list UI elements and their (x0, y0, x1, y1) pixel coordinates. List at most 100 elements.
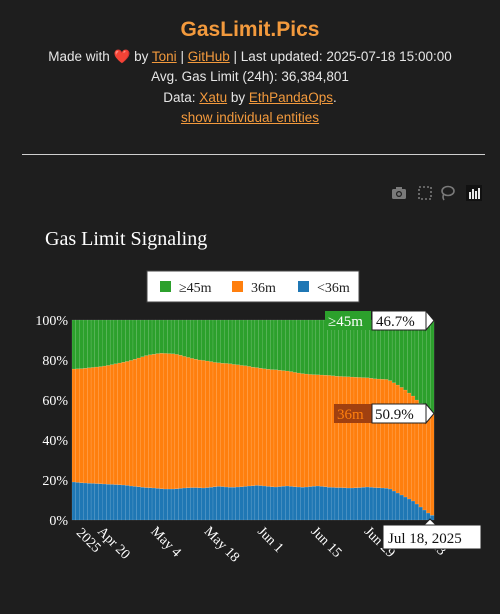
bar-segment[interactable] (247, 319, 252, 367)
bar-segment[interactable] (235, 486, 240, 521)
bar-segment[interactable] (151, 487, 157, 521)
bar-segment[interactable] (292, 319, 298, 373)
bar-segment[interactable] (277, 370, 282, 487)
bar-segment[interactable] (216, 486, 221, 521)
bar-segment[interactable] (144, 487, 149, 521)
bar-segment[interactable] (342, 376, 347, 488)
bar-segment[interactable] (296, 372, 301, 488)
bar-segment[interactable] (151, 354, 157, 489)
bar-segment[interactable] (426, 410, 431, 514)
bar-segment[interactable] (296, 486, 301, 521)
bar-segment[interactable] (113, 319, 118, 364)
bar-segment[interactable] (94, 366, 99, 484)
bar-segment[interactable] (254, 319, 259, 368)
bar-segment[interactable] (94, 319, 99, 368)
bar-segment[interactable] (83, 482, 88, 521)
bar-segment[interactable] (220, 363, 225, 487)
bar-segment[interactable] (83, 319, 88, 369)
xatu-link[interactable]: Xatu (199, 90, 228, 105)
bar-segment[interactable] (182, 356, 187, 489)
bar-segment[interactable] (98, 366, 103, 484)
bar-segment[interactable] (365, 377, 370, 488)
bar-segment[interactable] (216, 362, 221, 487)
bar-segment[interactable] (315, 485, 320, 521)
bar-segment[interactable] (186, 487, 191, 521)
bar-segment[interactable] (71, 481, 77, 521)
bar-segment[interactable] (296, 319, 301, 374)
bar-segment[interactable] (388, 488, 393, 521)
bar-segment[interactable] (300, 487, 305, 521)
bar-segment[interactable] (87, 483, 92, 521)
bar-segment[interactable] (178, 355, 183, 489)
box-select-icon[interactable] (416, 184, 434, 202)
bar-segment[interactable] (125, 319, 130, 362)
bar-segment[interactable] (418, 506, 423, 521)
bar-segment[interactable] (121, 484, 126, 521)
bar-segment[interactable] (308, 319, 313, 375)
bar-segment[interactable] (323, 486, 328, 521)
bar-segment[interactable] (228, 363, 233, 488)
bar-segment[interactable] (205, 360, 210, 488)
bar-segment[interactable] (231, 364, 237, 488)
bar-segment[interactable] (182, 319, 187, 357)
bar-segment[interactable] (311, 319, 317, 375)
bar-segment[interactable] (231, 487, 237, 521)
bar-segment[interactable] (235, 319, 240, 365)
bar-segment[interactable] (144, 355, 149, 488)
bar-segment[interactable] (410, 500, 416, 521)
bar-segment[interactable] (418, 319, 423, 404)
bar-segment[interactable] (125, 361, 130, 486)
bar-segment[interactable] (353, 377, 358, 488)
bar-segment[interactable] (391, 490, 397, 521)
bar-segment[interactable] (285, 319, 290, 372)
bar-segment[interactable] (106, 484, 111, 521)
bar-segment[interactable] (266, 486, 271, 521)
bar-segment[interactable] (300, 373, 305, 488)
bar-segment[interactable] (346, 487, 351, 521)
bar-segment[interactable] (254, 485, 259, 521)
bar-segment[interactable] (262, 319, 267, 369)
bar-segment[interactable] (117, 319, 122, 364)
bar-segment[interactable] (121, 362, 126, 486)
bar-segment[interactable] (75, 482, 80, 521)
bar-segment[interactable] (155, 353, 160, 489)
bar-segment[interactable] (289, 371, 294, 487)
legend-swatch[interactable] (298, 281, 309, 292)
bar-segment[interactable] (163, 353, 168, 490)
bar-segment[interactable] (243, 319, 248, 366)
bar-segment[interactable] (224, 486, 229, 521)
bar-segment[interactable] (357, 377, 362, 488)
bar-segment[interactable] (163, 319, 168, 354)
bar-segment[interactable] (159, 488, 164, 521)
bar-segment[interactable] (410, 319, 416, 397)
bar-segment[interactable] (376, 378, 381, 488)
bar-segment[interactable] (391, 382, 397, 492)
bar-segment[interactable] (189, 319, 195, 359)
bar-segment[interactable] (281, 486, 286, 521)
bar-segment[interactable] (71, 319, 77, 370)
bar-segment[interactable] (87, 319, 92, 368)
bar-segment[interactable] (79, 482, 84, 521)
github-link[interactable]: GitHub (187, 49, 230, 64)
bar-segment[interactable] (258, 485, 263, 521)
bar-segment[interactable] (304, 486, 309, 521)
bar-segment[interactable] (178, 488, 183, 521)
bar-segment[interactable] (403, 496, 408, 521)
bar-segment[interactable] (83, 368, 88, 484)
bar-segment[interactable] (338, 376, 343, 488)
bar-segment[interactable] (289, 319, 294, 372)
bar-segment[interactable] (247, 485, 252, 521)
bar-segment[interactable] (220, 486, 225, 521)
bar-segment[interactable] (350, 376, 355, 489)
bar-segment[interactable] (361, 377, 366, 488)
bar-segment[interactable] (163, 488, 168, 521)
bar-segment[interactable] (159, 353, 164, 489)
bar-segment[interactable] (247, 366, 252, 487)
bar-segment[interactable] (399, 494, 404, 521)
bar-segment[interactable] (224, 319, 229, 364)
bar-segment[interactable] (239, 365, 244, 487)
bar-segment[interactable] (170, 353, 176, 490)
bar-segment[interactable] (193, 487, 198, 521)
bar-segment[interactable] (209, 361, 214, 488)
bar-segment[interactable] (90, 367, 96, 484)
